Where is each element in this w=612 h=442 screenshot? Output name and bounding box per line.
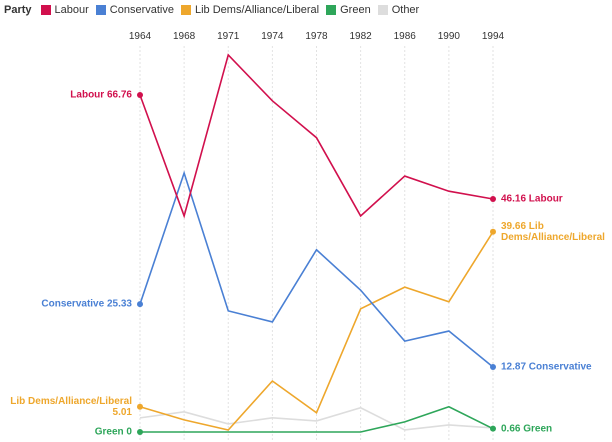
point <box>490 228 496 235</box>
legend-title: Party <box>4 4 32 16</box>
legend-label: Other <box>391 4 420 16</box>
x-tick-label: 1994 <box>482 31 505 42</box>
point <box>490 195 496 202</box>
point <box>137 403 143 410</box>
legend-swatch <box>377 5 388 15</box>
x-tick-label: 1974 <box>261 31 284 42</box>
data-label: 0.66 Green <box>501 423 553 435</box>
data-label: 12.87 Conservative <box>501 361 592 373</box>
legend-swatch <box>326 5 337 15</box>
data-label: 46.16 Labour <box>501 193 563 205</box>
legend: Party Labour Conservative Lib Dems/Alliance… <box>4 4 419 16</box>
legend-label: Conservative <box>109 4 174 16</box>
x-tick-label: 1978 <box>305 31 328 42</box>
legend-label: Green <box>340 4 371 16</box>
point <box>137 429 143 435</box>
legend-swatch <box>95 5 106 15</box>
point <box>137 301 143 308</box>
data-label: Conservative 25.33 <box>41 298 132 310</box>
x-tick-label: 1990 <box>438 31 461 42</box>
series-line <box>139 170 494 368</box>
data-label: 39.66 Lib Dems/Alliance/Liberal <box>501 220 605 243</box>
legend-swatch <box>40 5 51 15</box>
series-line <box>139 231 494 431</box>
legend-swatch <box>181 5 191 15</box>
legend-label: Labour <box>54 4 89 16</box>
series-line <box>139 406 494 431</box>
legend-label: Lib Dems/Alliance/Liberal <box>195 4 320 16</box>
point <box>137 91 143 98</box>
x-tick-label: 1968 <box>173 31 196 42</box>
data-label: Green 0 <box>94 426 132 438</box>
point <box>490 425 496 432</box>
x-tick-label: 1964 <box>129 31 152 42</box>
x-tick-label: 1982 <box>350 31 373 42</box>
series-line <box>139 53 494 219</box>
point <box>490 364 496 371</box>
data-label: Lib Dems/Alliance/Liberal 5.01 <box>10 395 132 418</box>
data-label: Labour 66.76 <box>70 89 132 101</box>
x-tick-label: 1986 <box>394 31 417 42</box>
series-line <box>140 405 494 433</box>
x-tick-label: 1971 <box>217 31 240 42</box>
